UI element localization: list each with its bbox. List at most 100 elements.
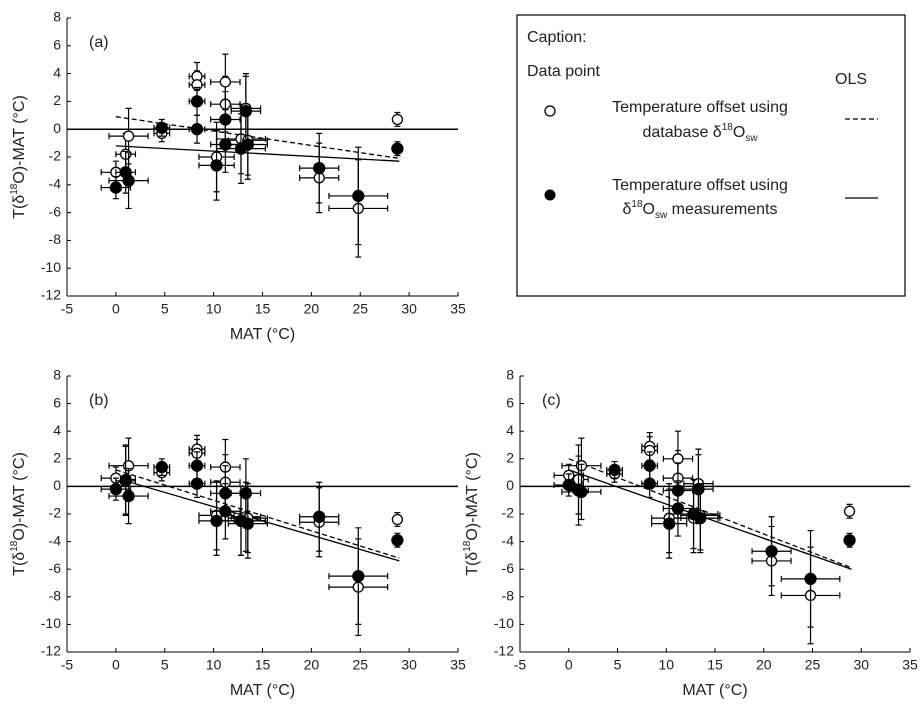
x-tick-label: 15 xyxy=(707,657,723,673)
text-part: database δ xyxy=(643,124,722,141)
x-tick-label: 30 xyxy=(401,657,417,673)
filled-point xyxy=(219,487,232,500)
x-tick-label: 5 xyxy=(161,301,169,317)
y-axis-label: T(δ18O)-MAT (°C) xyxy=(9,95,28,219)
ols-line xyxy=(115,477,400,562)
text-part: 18 xyxy=(722,122,734,133)
y-tick-label: 0 xyxy=(53,120,61,136)
filled-point xyxy=(119,474,132,488)
filled-point xyxy=(562,478,575,492)
filled-point xyxy=(391,142,404,155)
filled-point xyxy=(210,159,223,172)
y-tick-label: -4 xyxy=(502,532,515,548)
y-tick-label: 0 xyxy=(506,477,514,493)
legend-text: database δ18Osw xyxy=(643,122,759,144)
y-tick-label: -8 xyxy=(502,588,515,604)
y-tick-label: -10 xyxy=(41,615,61,631)
x-tick-label: 0 xyxy=(565,657,573,673)
y-tick-label: -8 xyxy=(49,588,62,604)
y-tick-label: -6 xyxy=(49,203,62,219)
y-tick-label: -12 xyxy=(41,287,61,303)
text-part: O)-MAT (°C) xyxy=(11,95,28,183)
ols-line xyxy=(115,469,400,559)
y-tick-label: 8 xyxy=(53,9,61,25)
legend-text: δ18Osw measurements xyxy=(623,199,778,221)
filled-point xyxy=(190,123,204,136)
text-part: δ xyxy=(623,201,632,218)
legend-frame xyxy=(516,14,906,297)
y-tick-label: 2 xyxy=(506,450,514,466)
x-tick-label: 35 xyxy=(902,657,918,673)
y-tick-label: 2 xyxy=(53,92,61,108)
filled-point xyxy=(109,483,123,496)
text-part: O xyxy=(643,201,655,218)
text-part: T(δ xyxy=(11,552,28,576)
legend-box: Caption: Data point OLS xyxy=(516,14,906,297)
x-tick-label: 0 xyxy=(112,657,120,673)
y-axis-label: T(δ18O)-MAT (°C) xyxy=(9,452,28,576)
x-tick-label: 25 xyxy=(805,657,821,673)
filled-point xyxy=(219,138,232,151)
y-tick-label: 4 xyxy=(53,422,61,438)
x-tick-label: 10 xyxy=(658,657,674,673)
y-tick-label: -4 xyxy=(49,176,62,192)
y-tick-label: 4 xyxy=(506,422,514,438)
filled-point xyxy=(663,517,676,530)
y-tick-label: -8 xyxy=(49,231,62,247)
text-part: O)-MAT (°C) xyxy=(11,452,28,540)
y-tick-label: -2 xyxy=(49,505,62,521)
filled-point xyxy=(155,460,168,474)
filled-point xyxy=(575,485,588,499)
panel-label: (c) xyxy=(542,392,561,409)
text-part: T(δ xyxy=(11,195,28,219)
filled-point xyxy=(122,489,135,503)
x-tick-label: 20 xyxy=(756,657,772,673)
filled-point xyxy=(313,161,326,175)
legend-heading: Data point xyxy=(527,63,600,80)
y-tick-label: -4 xyxy=(49,532,62,548)
x-tick-label: -5 xyxy=(61,301,74,317)
y-tick-label: 0 xyxy=(53,477,61,493)
x-tick-label: 25 xyxy=(352,657,368,673)
ols-line xyxy=(115,145,400,162)
filled-point xyxy=(352,189,365,203)
text-part: sw xyxy=(655,210,668,221)
filled-point xyxy=(239,487,253,500)
panel-label: (a) xyxy=(89,34,109,51)
filled-point xyxy=(643,459,656,472)
filled-point xyxy=(122,174,135,187)
filled-point xyxy=(692,483,705,496)
filled-point xyxy=(391,534,404,547)
filled-point xyxy=(190,95,204,108)
y-tick-label: 2 xyxy=(53,450,61,466)
filled-point xyxy=(671,502,685,515)
y-tick-label: 8 xyxy=(53,367,61,383)
filled-point xyxy=(313,510,326,523)
x-tick-label: 10 xyxy=(206,301,222,317)
x-tick-label: 15 xyxy=(255,301,271,317)
y-tick-label: -6 xyxy=(502,560,515,576)
filled-point xyxy=(190,459,204,472)
x-axis-label: MAT (°C) xyxy=(230,326,295,343)
y-tick-label: -2 xyxy=(502,505,515,521)
x-tick-label: -5 xyxy=(514,657,527,673)
panel-label: (b) xyxy=(89,392,109,409)
x-tick-label: 10 xyxy=(206,657,222,673)
filled-point xyxy=(804,572,817,586)
x-axis-label: MAT (°C) xyxy=(230,682,295,699)
open-point xyxy=(391,513,404,526)
y-tick-label: -10 xyxy=(41,259,61,275)
legend-open-marker xyxy=(544,105,556,117)
legend-filled-marker xyxy=(544,189,556,201)
open-point xyxy=(672,453,684,465)
filled-point xyxy=(210,514,223,528)
x-tick-label: 0 xyxy=(112,301,120,317)
filled-point xyxy=(843,534,856,547)
x-tick-label: 15 xyxy=(255,657,271,673)
text-part: T(δ xyxy=(464,552,481,576)
filled-point xyxy=(155,121,168,134)
x-tick-label: -5 xyxy=(61,657,74,673)
x-tick-label: 20 xyxy=(304,657,320,673)
filled-point xyxy=(694,511,707,525)
x-tick-label: 5 xyxy=(614,657,622,673)
